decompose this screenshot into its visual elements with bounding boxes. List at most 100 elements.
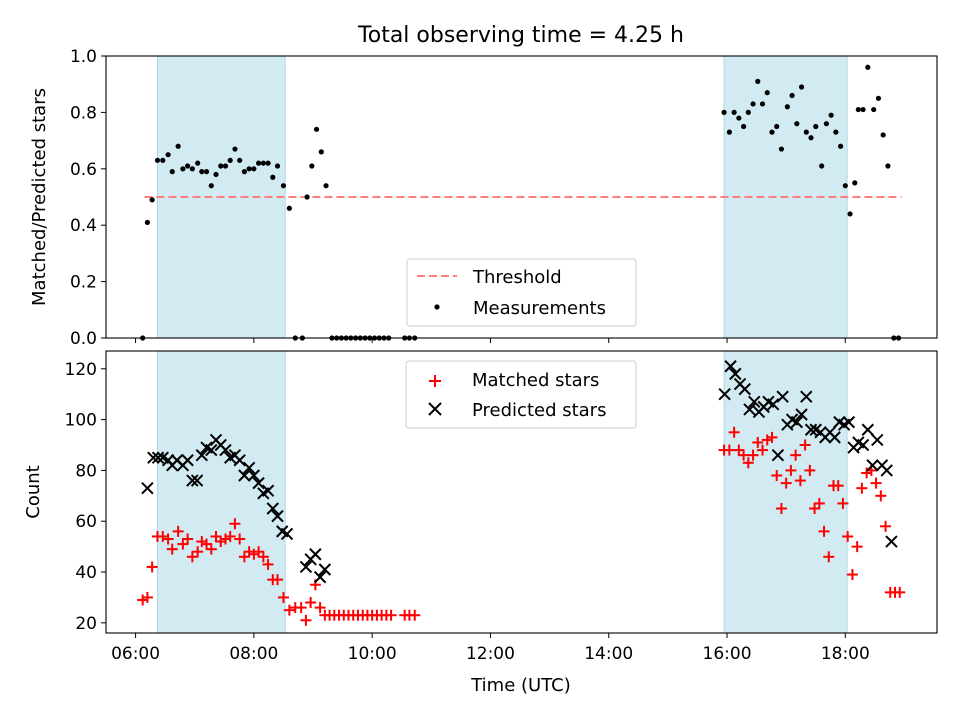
- predicted-legend-swatch: [428, 402, 442, 416]
- bottom-plot-frame: [105, 350, 938, 634]
- predicted-star-point: [313, 570, 327, 584]
- matched-star-point: [210, 530, 222, 542]
- matched-star-point: [409, 609, 421, 621]
- measurement-point: [218, 163, 224, 169]
- matched-star-point: [201, 538, 213, 550]
- matched-star-point: [757, 444, 769, 456]
- matched-star-point: [186, 551, 198, 563]
- matched-star-point: [813, 497, 825, 509]
- measurement-point: [309, 163, 315, 169]
- matched-star-point: [733, 444, 745, 456]
- predicted-star-point: [181, 454, 194, 467]
- measurement-point: [237, 157, 243, 163]
- matched-star-point: [205, 543, 217, 555]
- measurement-point: [286, 205, 292, 211]
- x-tick-label: 06:00: [111, 644, 160, 664]
- bottom-x-ticks: 06:00 08:00 10:00 12:00 14:00 16:00 18:00: [111, 633, 870, 664]
- measurement-point: [232, 146, 238, 152]
- measurement-point: [852, 180, 858, 186]
- measurement-point: [745, 109, 751, 115]
- measurement-point: [313, 126, 320, 132]
- top-y-tick-label: 0.2: [70, 273, 97, 293]
- measurement-point: [222, 163, 229, 169]
- matched-star-point: [224, 530, 236, 542]
- measurement-point: [260, 160, 266, 166]
- predicted-star-point: [280, 527, 294, 541]
- measurement-point: [813, 123, 819, 130]
- count-panel: 20 40 60 80 100 120 06:00 08:00 10:00 12:00 14:00…: [23, 350, 938, 696]
- measurement-point: [842, 183, 848, 189]
- top-plot-frame: [105, 55, 938, 339]
- measurement-point: [865, 64, 871, 70]
- measurement-point: [195, 160, 201, 166]
- predicted-star-point: [718, 387, 731, 401]
- measurement-point: [227, 157, 233, 163]
- predicted-star-point: [885, 535, 898, 548]
- predicted-star-point: [233, 454, 246, 467]
- measurement-point: [203, 169, 210, 175]
- matched-star-point: [846, 569, 858, 581]
- bottom-y-tick-label: 40: [75, 563, 97, 583]
- matched-star-point: [277, 591, 289, 603]
- measurement-point: [764, 90, 770, 96]
- bottom-y-axis-label: Count: [23, 465, 44, 518]
- predicted-legend-label: Predicted stars: [472, 400, 606, 421]
- predicted-star-point: [190, 474, 204, 487]
- measurement-point: [144, 219, 151, 225]
- predicted-star-point: [205, 443, 218, 457]
- matched-legend-label: Matched stars: [472, 370, 599, 391]
- matched-star-point: [385, 609, 397, 621]
- predicted-star-point: [242, 461, 256, 475]
- measurement-point: [769, 129, 775, 135]
- measurement-point: [828, 112, 834, 118]
- measurement-point: [789, 92, 795, 99]
- measurement-point: [721, 109, 727, 115]
- matched-star-point: [253, 546, 265, 558]
- predicted-star-point: [724, 360, 737, 373]
- measurement-point: [246, 166, 252, 172]
- bottom-legend-box: [405, 360, 637, 429]
- measurement-point: [154, 157, 161, 163]
- measurement-point: [255, 160, 262, 166]
- matched-star-point: [752, 436, 764, 448]
- predicted-stars-points: [141, 360, 898, 584]
- figure-title: Total observing time = 4.25 h: [357, 23, 684, 48]
- measurement-point: [880, 132, 886, 138]
- measurement-point: [241, 169, 248, 175]
- matched-star-point: [738, 449, 750, 461]
- matched-star-point: [771, 469, 783, 481]
- matched-star-point: [248, 548, 260, 560]
- measurement-point: [740, 123, 747, 130]
- matched-star-point: [234, 533, 246, 545]
- measurement-point: [165, 152, 171, 158]
- matched-star-point: [851, 541, 863, 553]
- predicted-star-point: [261, 484, 275, 497]
- matched-star-point: [742, 457, 754, 469]
- predicted-star-point: [186, 474, 199, 487]
- x-tick-label: 08:00: [229, 644, 278, 664]
- matched-star-point: [780, 477, 792, 489]
- x-tick-label: 10:00: [348, 644, 397, 664]
- matched-star-point: [809, 503, 821, 515]
- predicted-star-point: [147, 451, 160, 464]
- measurement-point: [180, 166, 186, 172]
- predicted-star-point: [743, 403, 756, 416]
- matched-star-point: [314, 602, 326, 614]
- matched-star-point: [799, 439, 811, 451]
- predicted-star-point: [151, 451, 165, 464]
- predicted-star-point: [800, 390, 813, 403]
- bottom-y-tick-label: 100: [65, 411, 97, 431]
- measurement-point: [794, 121, 800, 127]
- matched-stars-points: [137, 426, 906, 626]
- matched-star-point: [790, 449, 802, 461]
- measurement-point: [726, 129, 732, 135]
- predicted-star-point: [771, 448, 785, 462]
- matched-star-point: [162, 533, 174, 545]
- measurement-point: [265, 160, 271, 166]
- matched-star-point: [177, 538, 189, 550]
- measurement-point: [169, 169, 175, 175]
- measurement-legend-swatch: [434, 304, 440, 310]
- matched-star-point: [761, 434, 773, 446]
- measurement-point: [175, 143, 181, 149]
- measurement-point: [819, 163, 825, 169]
